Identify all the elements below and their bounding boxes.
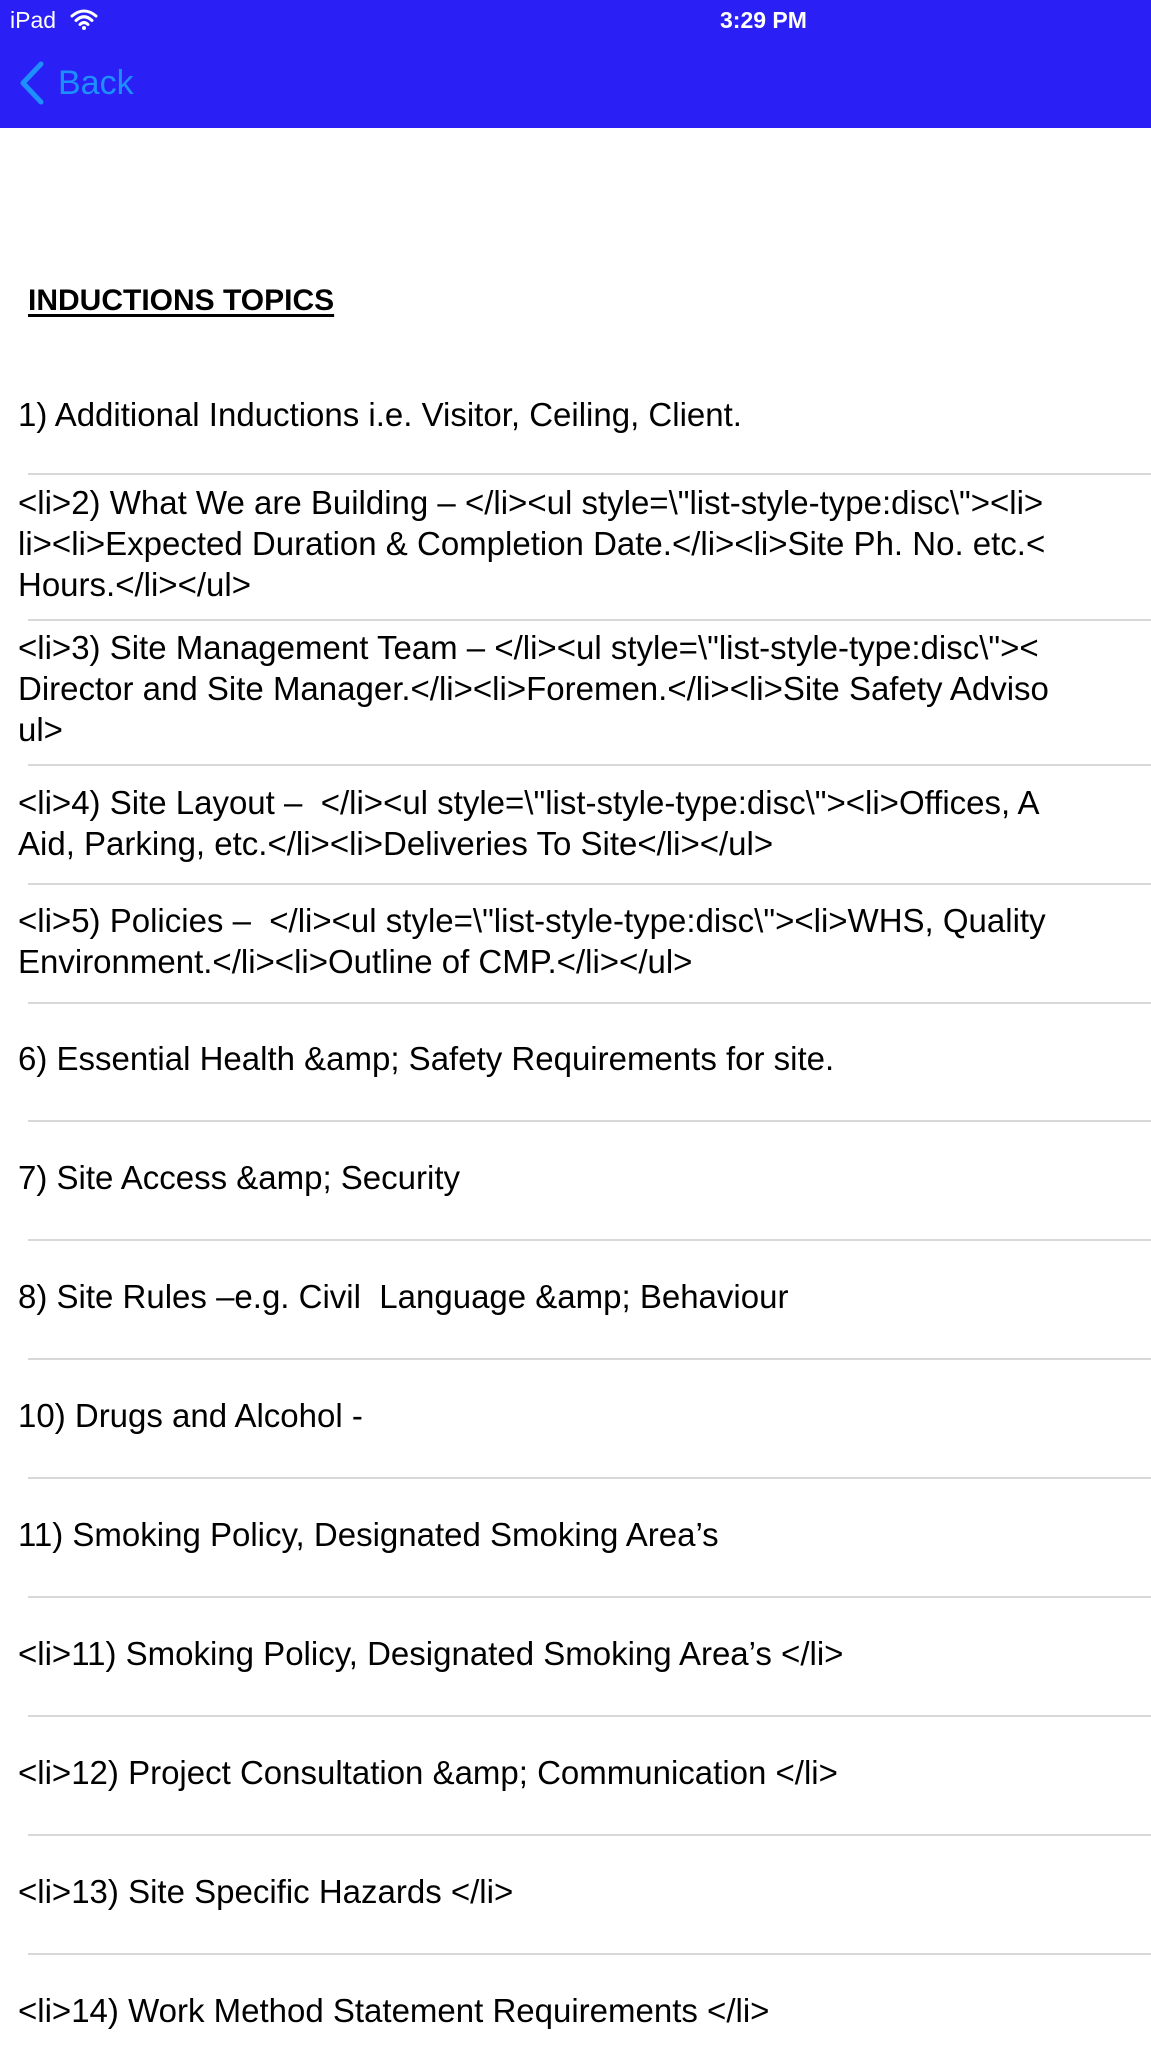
topic-text: <li>14) Work Method Statement Requiremen… <box>18 1992 770 2029</box>
list-item[interactable]: <li>5) Policies – </li><ul style=\"list-… <box>0 900 1151 1000</box>
topic-text: 1) Additional Inductions i.e. Visitor, C… <box>18 396 742 433</box>
chevron-left-icon <box>20 61 44 105</box>
topic-text: 11) Smoking Policy, Designated Smoking A… <box>18 1516 719 1553</box>
list-item[interactable]: 10) Drugs and Alcohol - <box>0 1395 1151 1475</box>
list-item[interactable]: 11) Smoking Policy, Designated Smoking A… <box>0 1514 1151 1594</box>
back-button[interactable]: Back <box>18 58 134 108</box>
topic-text: <li>11) Smoking Policy, Designated Smoki… <box>18 1635 844 1672</box>
row-separator <box>28 1239 1151 1241</box>
row-separator <box>28 619 1151 621</box>
status-time: 3:29 PM <box>720 7 807 33</box>
row-separator <box>28 1715 1151 1717</box>
row-separator <box>28 764 1151 766</box>
wifi-icon <box>70 9 98 30</box>
list-item[interactable]: <li>14) Work Method Statement Requiremen… <box>0 1990 1151 2048</box>
topic-text: 6) Essential Health &amp; Safety Require… <box>18 1040 835 1077</box>
row-separator <box>28 1596 1151 1598</box>
list-item[interactable]: 6) Essential Health &amp; Safety Require… <box>0 1038 1151 1118</box>
status-carrier: iPad <box>10 7 57 33</box>
row-separator <box>28 1477 1151 1479</box>
row-separator <box>28 883 1151 885</box>
list-item[interactable]: 7) Site Access &amp; Security <box>0 1157 1151 1237</box>
list-item[interactable]: <li>12) Project Consultation &amp; Commu… <box>0 1752 1151 1832</box>
topic-text: <li>5) Policies – </li><ul style=\"list-… <box>18 902 1046 980</box>
list-item[interactable]: <li>4) Site Layout – </li><ul style=\"li… <box>0 782 1151 882</box>
list-item[interactable]: <li>2) What We are Building – </li><ul s… <box>0 482 1151 620</box>
row-separator <box>28 473 1151 475</box>
list-item[interactable]: 8) Site Rules –e.g. Civil Language &amp;… <box>0 1276 1151 1356</box>
topic-text: <li>3) Site Management Team – </li><ul s… <box>18 629 1049 748</box>
row-separator <box>28 1834 1151 1836</box>
list-item[interactable]: <li>3) Site Management Team – </li><ul s… <box>0 627 1151 765</box>
topic-text: 8) Site Rules –e.g. Civil Language &amp;… <box>18 1278 789 1315</box>
list-item[interactable]: <li>11) Smoking Policy, Designated Smoki… <box>0 1633 1151 1713</box>
topic-text: <li>2) What We are Building – </li><ul s… <box>18 484 1046 603</box>
row-separator <box>28 1953 1151 1955</box>
row-separator <box>28 1358 1151 1360</box>
navigation-bar: iPad 3:29 PM Back <box>0 0 1151 128</box>
topic-text: <li>13) Site Specific Hazards </li> <box>18 1873 514 1910</box>
topic-text: <li>12) Project Consultation &amp; Commu… <box>18 1754 838 1791</box>
topic-text: <li>4) Site Layout – </li><ul style=\"li… <box>18 784 1040 862</box>
page-title: INDUCTIONS TOPICS <box>28 284 335 317</box>
back-button-label: Back <box>58 63 134 102</box>
topic-text: 7) Site Access &amp; Security <box>18 1159 461 1196</box>
list-item[interactable]: 1) Additional Inductions i.e. Visitor, C… <box>0 392 1151 472</box>
row-separator <box>28 1002 1151 1004</box>
row-separator <box>28 1120 1151 1122</box>
list-item[interactable]: <li>13) Site Specific Hazards </li> <box>0 1871 1151 1951</box>
topic-text: 10) Drugs and Alcohol - <box>18 1397 363 1434</box>
